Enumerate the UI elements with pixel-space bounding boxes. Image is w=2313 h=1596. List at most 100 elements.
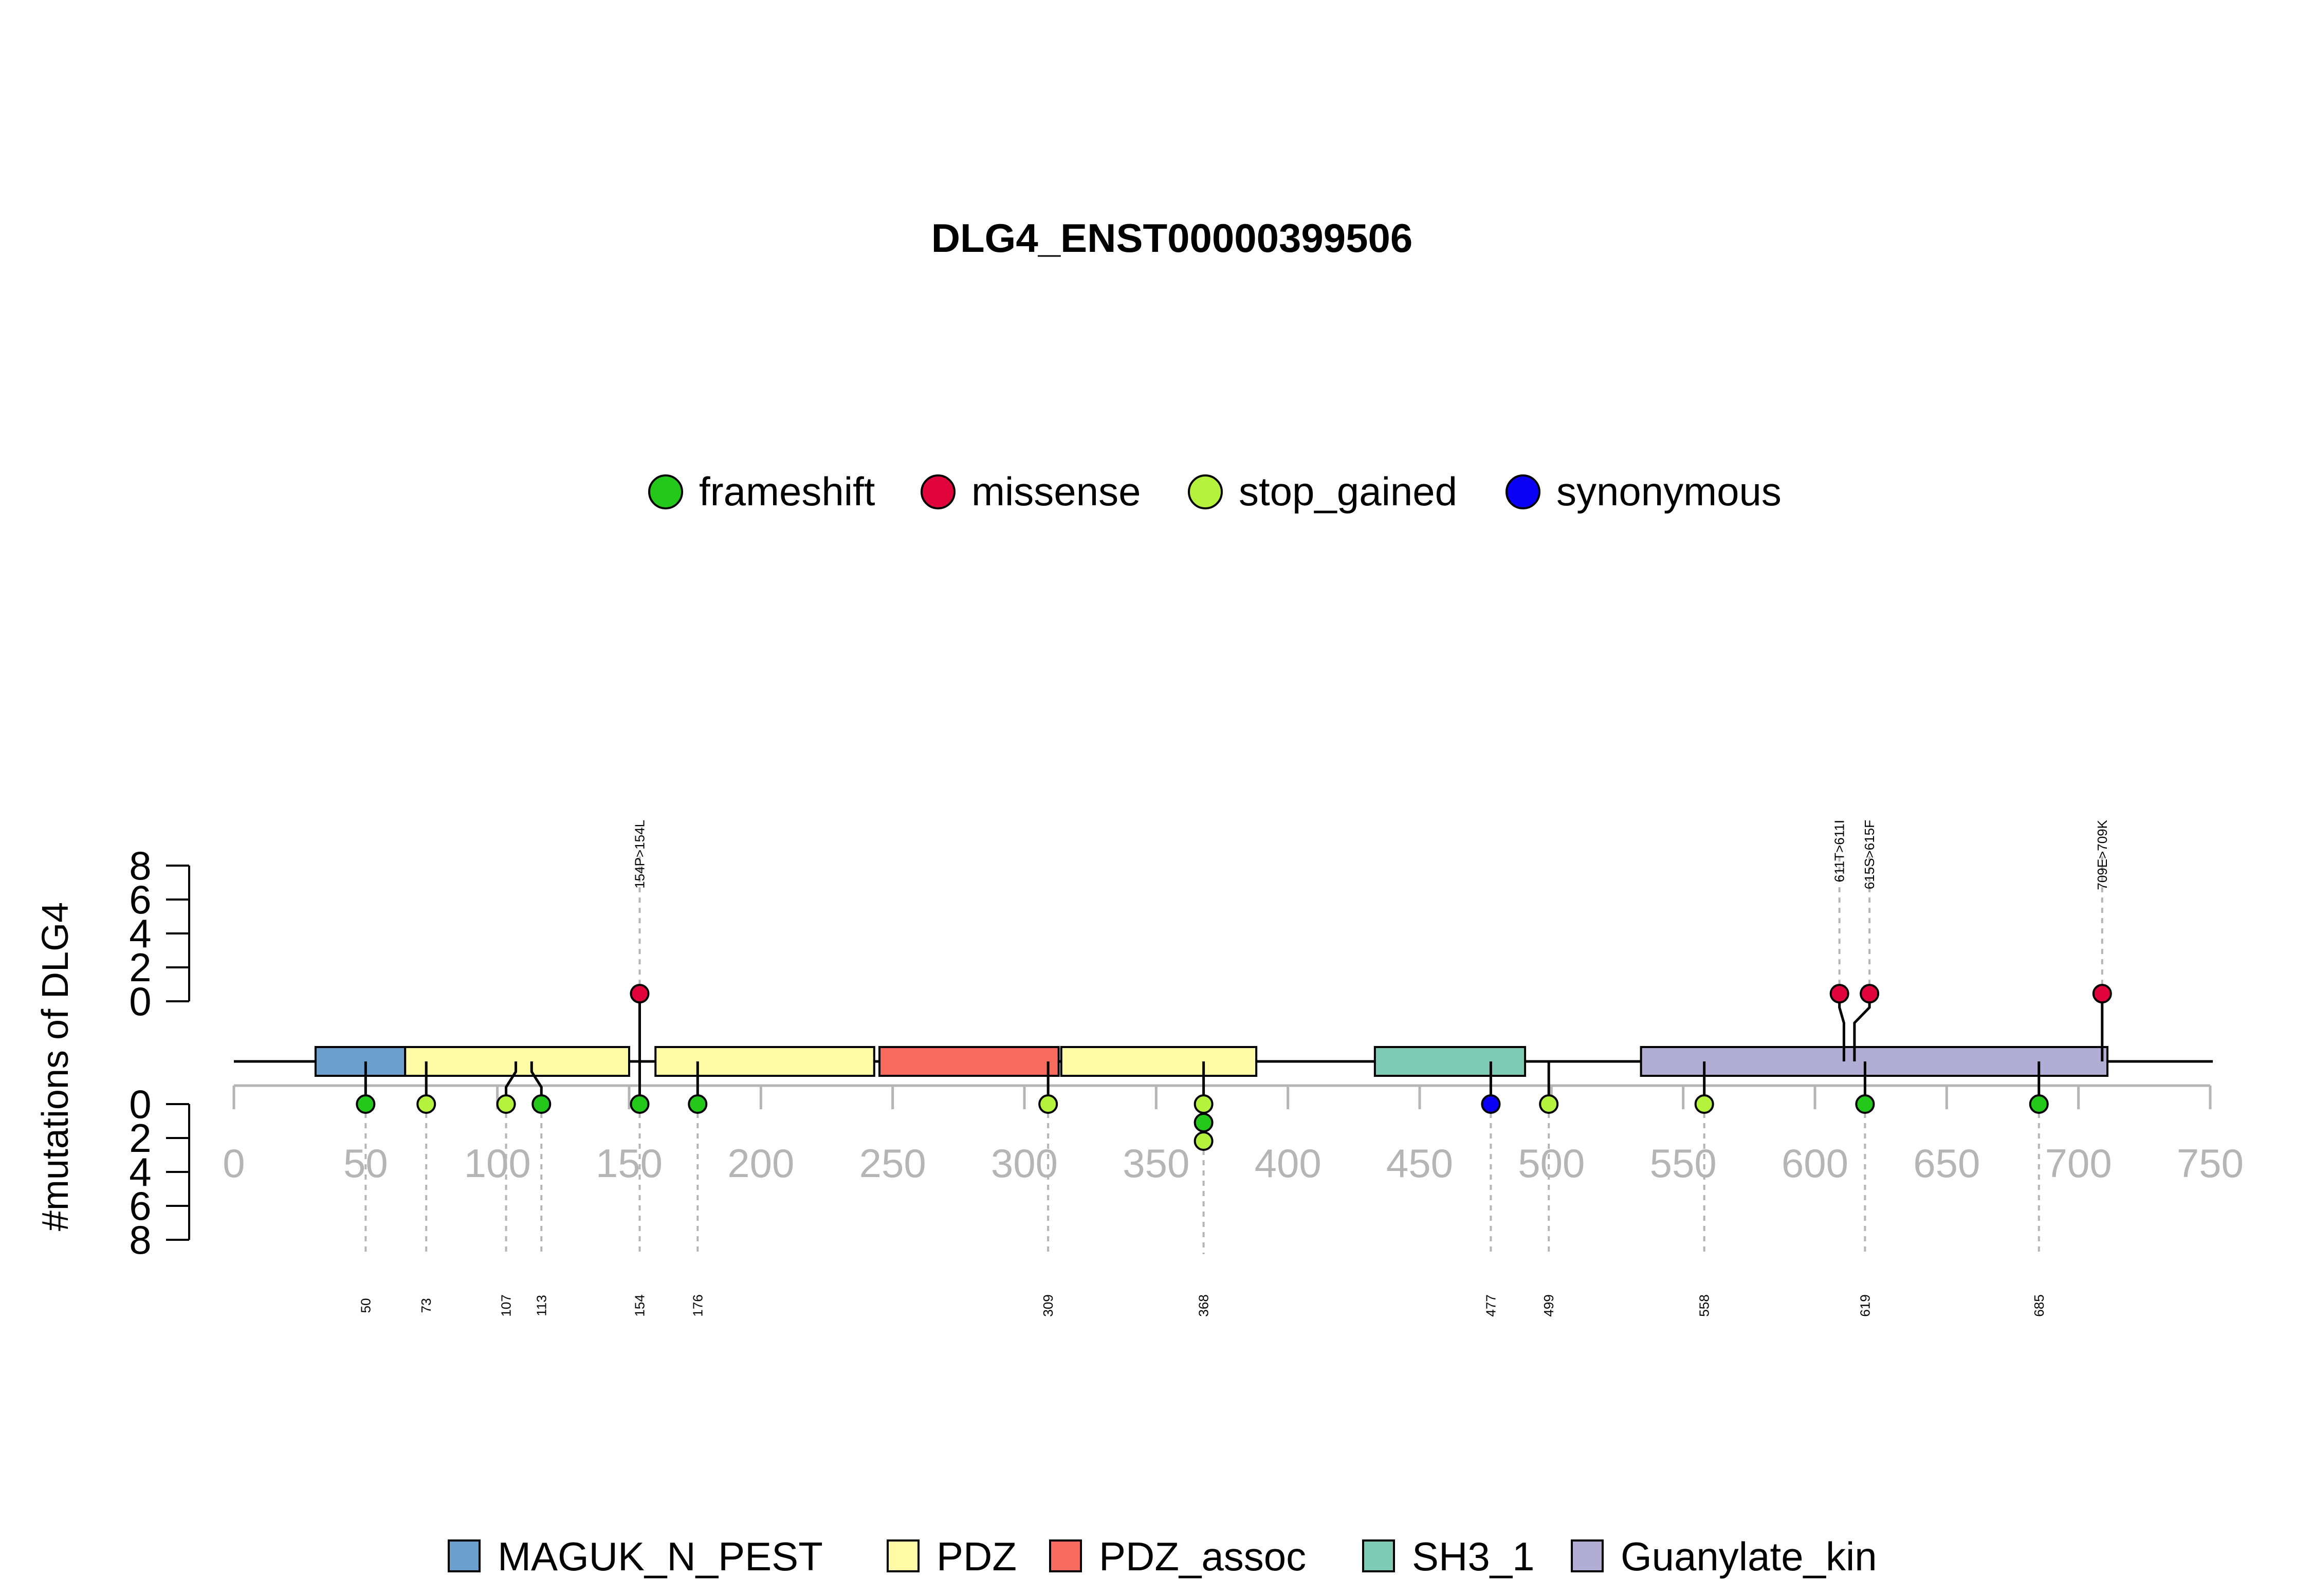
legend-label-PDZ: PDZ [937,1534,1017,1579]
x-tick-label: 300 [991,1141,1058,1186]
upper-mut-label-615: 615S>615F [1862,820,1877,889]
upper-point-154 [630,984,650,1004]
x-tick-label: 250 [859,1141,926,1186]
lower-pos-label-619: 619 [1857,1294,1873,1316]
lower-point-113-0 [531,1094,552,1114]
domain-MAGUK_N_PEST-0 [314,1046,407,1077]
x-tick-label: 350 [1123,1141,1189,1186]
lower-pos-label-368: 368 [1196,1294,1211,1316]
upper-y-tick-label: 0 [129,979,151,1024]
lower-point-368-2 [1194,1131,1214,1151]
legend-box-PDZ [887,1539,920,1572]
legend-box-SH3_1 [1362,1539,1395,1572]
lower-point-477-0 [1481,1094,1501,1114]
x-tick-label: 450 [1386,1141,1453,1186]
x-tick-label: 400 [1255,1141,1321,1186]
lower-point-368-0 [1194,1094,1214,1114]
lower-y-tick-label: 6 [129,1183,151,1228]
domain-SH3_1-5 [1373,1046,1527,1077]
upper-y-tick-label: 2 [129,945,151,990]
legend-box-MAGUK_N_PEST [448,1539,481,1572]
chart-title: DLG4_ENST00000399506 [931,215,1413,261]
upper-mut-label-611: 611T>611I [1832,820,1847,882]
lower-y-tick-label: 4 [129,1149,151,1195]
legend-label-stop_gained: stop_gained [1239,469,1457,514]
lower-stem-107 [505,1061,518,1095]
lower-point-107-0 [496,1094,516,1114]
legend-dot-frameshift [648,474,683,509]
lower-point-368-1 [1194,1113,1214,1132]
mutation-legend: frameshift missense stop_gained synonymous [648,469,1782,514]
lower-point-309-0 [1038,1094,1058,1114]
domain-Guanylate_kin-6 [1640,1046,2109,1077]
legend-dot-synonymous [1506,474,1540,509]
lower-point-73-0 [416,1094,436,1114]
upper-mut-label-709: 709E>709K [2095,819,2110,890]
lower-y-tick-label: 8 [129,1217,151,1262]
lower-pos-label-50: 50 [358,1298,373,1313]
x-axis: 0 50 100 150 200 250 300 350 400 450 500 550 600 650 7… [223,1084,2244,1186]
x-tick-label: 150 [596,1141,663,1186]
x-tick-label: 200 [727,1141,794,1186]
lower-pos-label-685: 685 [2031,1294,2047,1316]
x-tick-label: 500 [1518,1141,1585,1186]
lower-y-tick-label: 0 [129,1081,151,1127]
legend-label-SH3_1: SH3_1 [1412,1534,1535,1579]
lower-pos-label-499: 499 [1541,1294,1556,1316]
lower-point-685-0 [2029,1094,2049,1114]
legend-label-MAGUK_N_PEST: MAGUK_N_PEST [498,1534,823,1579]
domain-boxes [314,1046,2109,1077]
domain-PDZ-1 [404,1046,630,1077]
upper-y-tick-label: 6 [129,877,151,922]
x-tick-label: 750 [2177,1141,2244,1186]
upper-mutations: 154P>154L 611T>611I 615S>615F 709E>709K [630,819,2112,1061]
x-tick-label: 0 [223,1141,245,1186]
upper-y-tick-label: 4 [129,911,151,956]
x-tick-label: 600 [1782,1141,1848,1186]
x-tick-label: 100 [464,1141,531,1186]
lower-pos-label-477: 477 [1483,1294,1498,1316]
lower-point-50-0 [356,1094,376,1114]
lower-pos-label-154: 154 [632,1294,648,1316]
upper-point-709 [2092,984,2112,1004]
domain-legend: MAGUK_N_PEST PDZ PDZ_assoc SH3_1 Guanylate_k… [448,1534,1877,1579]
lower-point-619-0 [1855,1094,1875,1114]
lower-y-tick-label: 2 [129,1115,151,1161]
upper-stem-615 [1853,1002,1871,1061]
upper-point-611 [1829,984,1849,1004]
legend-dot-stop_gained [1188,474,1223,509]
legend-label-synonymous: synonymous [1556,469,1782,514]
lower-stem-113 [530,1061,543,1095]
legend-label-PDZ_assoc: PDZ_assoc [1099,1534,1306,1579]
domain-PDZ-2 [654,1046,875,1077]
x-tick-label: 650 [1913,1141,1980,1186]
lower-pos-label-73: 73 [418,1298,434,1313]
legend-label-missense: missense [971,469,1141,514]
legend-dot-missense [921,474,956,509]
lower-point-154-0 [630,1094,650,1114]
legend-label-frameshift: frameshift [699,469,875,514]
x-tick-label: 700 [2045,1141,2112,1186]
lower-pos-label-176: 176 [690,1294,705,1316]
domain-PDZ-4 [1060,1046,1258,1077]
upper-mut-label-154: 154P>154L [632,820,648,889]
lower-mutations: 50 73 107 113 154 176 309 368 477 499 558 619 685 [356,1061,2049,1317]
y-axis-label: #mutations of DLG4 [35,902,76,1231]
lower-point-558-0 [1694,1094,1714,1114]
lower-pos-label-107: 107 [499,1294,514,1316]
lower-pos-label-113: 113 [534,1295,549,1316]
legend-box-PDZ_assoc [1049,1539,1082,1572]
lower-point-499-0 [1539,1094,1559,1114]
x-tick-label: 550 [1650,1141,1717,1186]
upper-stem-611 [1838,1002,1845,1061]
domain-PDZ_assoc-3 [878,1046,1060,1077]
legend-label-Guanylate_kin: Guanylate_kin [1621,1534,1877,1579]
legend-box-Guanylate_kin [1571,1539,1604,1572]
upper-y-tick-label: 8 [129,843,151,888]
lower-point-176-0 [688,1094,708,1114]
lower-pos-label-309: 309 [1040,1294,1056,1316]
upper-point-615 [1860,984,1880,1004]
